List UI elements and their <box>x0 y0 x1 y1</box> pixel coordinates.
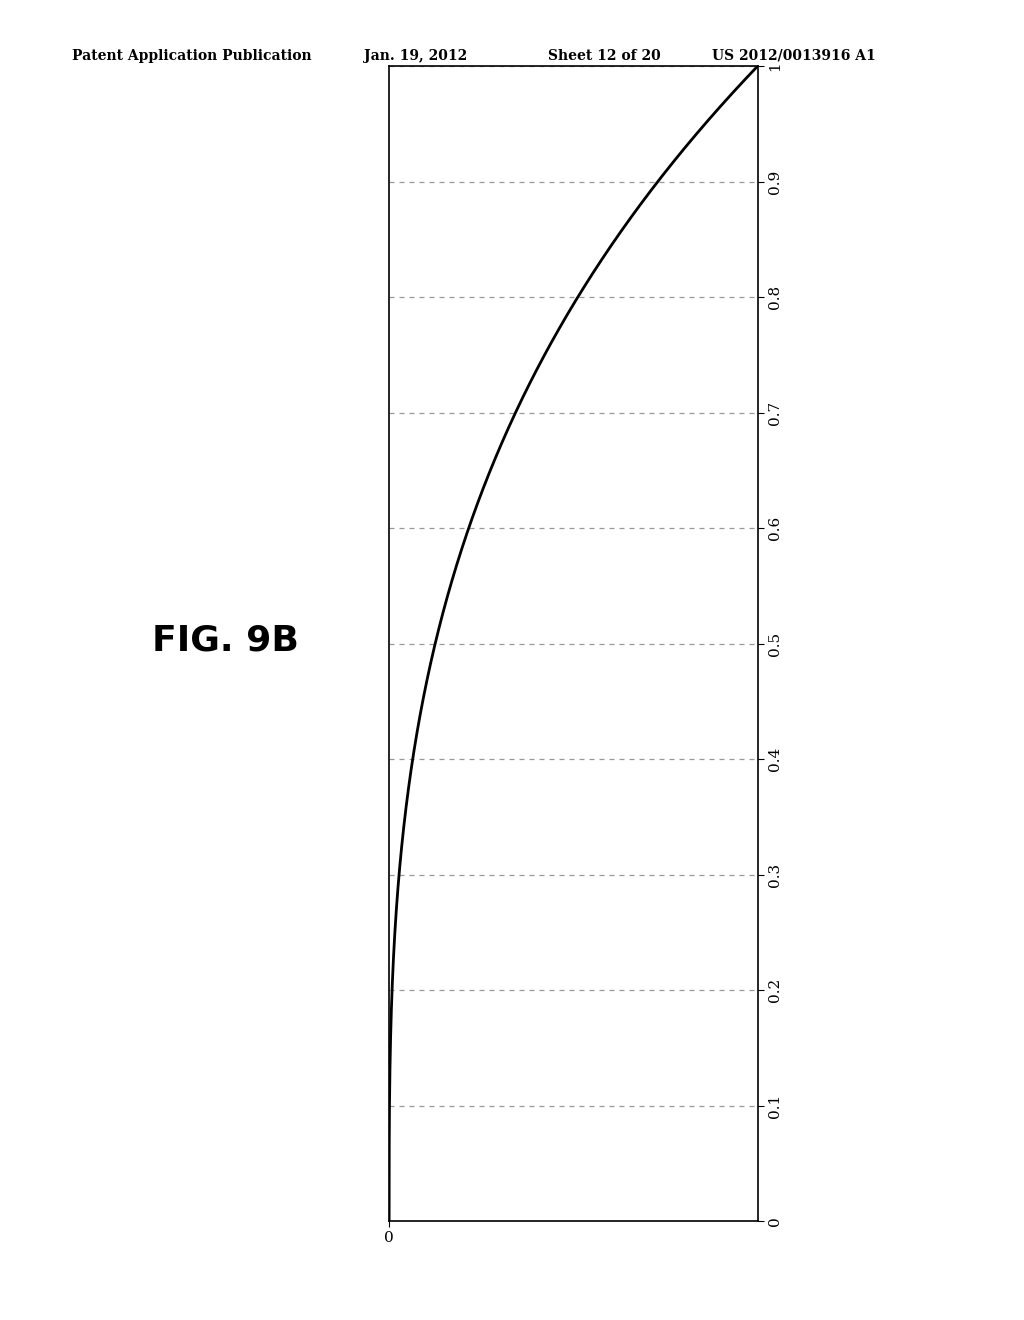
Text: Sheet 12 of 20: Sheet 12 of 20 <box>548 49 660 63</box>
Text: US 2012/0013916 A1: US 2012/0013916 A1 <box>712 49 876 63</box>
Text: Patent Application Publication: Patent Application Publication <box>72 49 311 63</box>
Text: Jan. 19, 2012: Jan. 19, 2012 <box>364 49 467 63</box>
Text: FIG. 9B: FIG. 9B <box>152 623 299 657</box>
